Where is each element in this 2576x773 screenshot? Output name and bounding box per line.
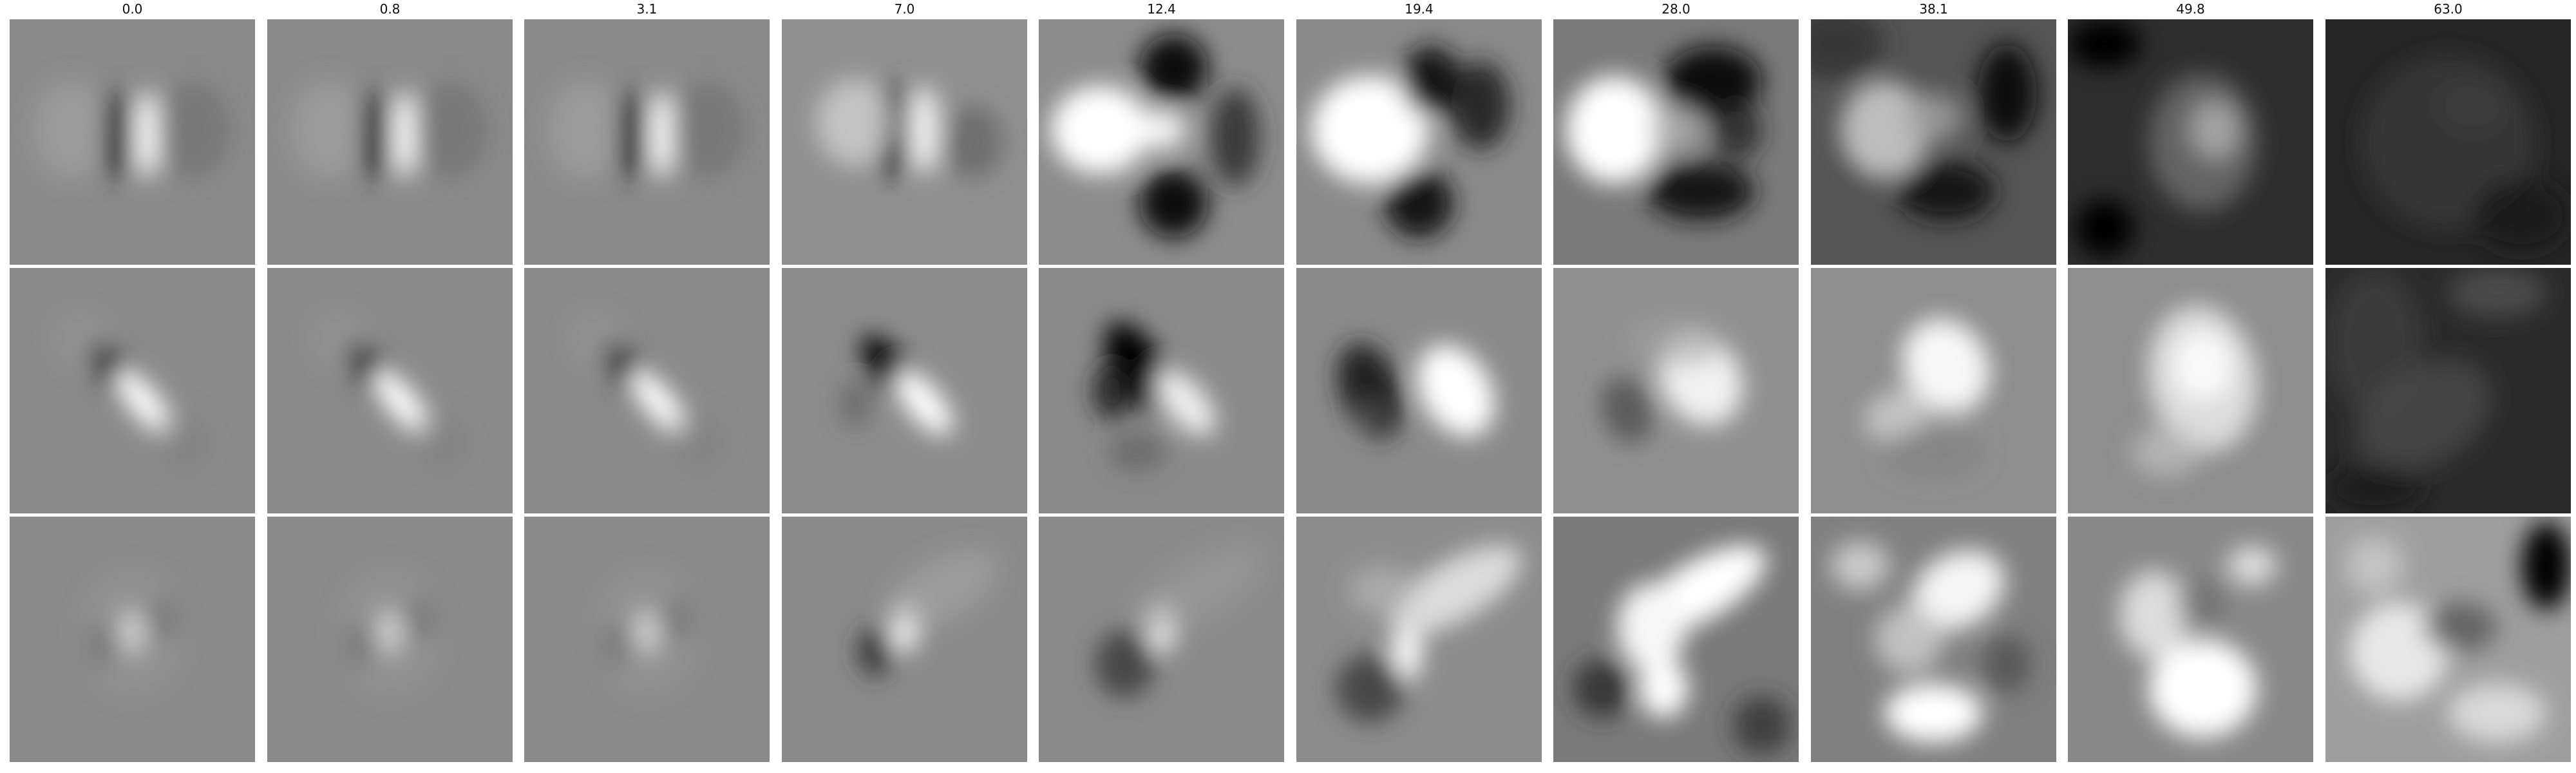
image-panel: [1296, 19, 1542, 265]
image-panel: [782, 268, 1027, 513]
column-title: 63.0: [2434, 1, 2463, 17]
column-title: 38.1: [1919, 1, 1948, 17]
image-panel: [1811, 268, 2056, 513]
image-panel: [2068, 268, 2313, 513]
column-title: 3.1: [636, 1, 658, 17]
image-panel: [1039, 19, 1284, 265]
image-panel: [10, 19, 255, 265]
image-panel: [267, 268, 513, 513]
column-title: 7.0: [894, 1, 915, 17]
column-title: 0.0: [122, 1, 143, 17]
image-panel: [1553, 517, 1799, 762]
column-title: 28.0: [1662, 1, 1690, 17]
image-panel: [1811, 19, 2056, 265]
image-panel: [2068, 19, 2313, 265]
image-panel: [10, 517, 255, 762]
column-title: 12.4: [1147, 1, 1176, 17]
image-panel: [782, 517, 1027, 762]
image-panel: [2325, 517, 2571, 762]
image-panel: [267, 19, 513, 265]
column-title: 49.8: [2176, 1, 2205, 17]
image-panel: [524, 19, 770, 265]
image-panel: [2325, 268, 2571, 513]
image-panel: [1296, 268, 1542, 513]
image-panel: [1296, 517, 1542, 762]
image-panel: [1553, 268, 1799, 513]
image-panel: [2068, 517, 2313, 762]
image-panel: [2325, 19, 2571, 265]
image-panel: [1039, 517, 1284, 762]
image-panel: [524, 517, 770, 762]
image-panel: [267, 517, 513, 762]
image-panel: [10, 268, 255, 513]
image-panel: [1811, 517, 2056, 762]
column-title: 19.4: [1405, 1, 1434, 17]
image-panel: [782, 19, 1027, 265]
image-panel: [524, 268, 770, 513]
image-panel: [1039, 268, 1284, 513]
image-panel: [1553, 19, 1799, 265]
column-title: 0.8: [379, 1, 401, 17]
